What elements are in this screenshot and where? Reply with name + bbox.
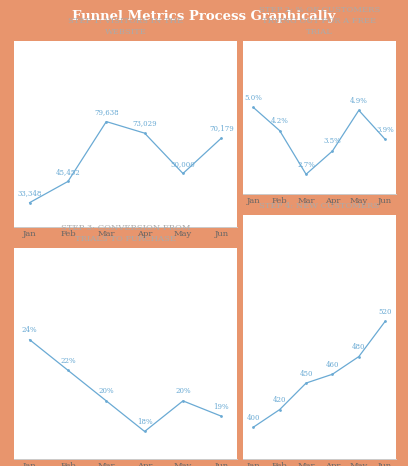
Text: 50,000: 50,000 [171, 160, 195, 168]
Text: 45,452: 45,452 [55, 168, 80, 176]
Text: 400: 400 [246, 414, 260, 422]
Text: 19%: 19% [213, 403, 229, 411]
Text: 450: 450 [299, 370, 313, 377]
Text: 480: 480 [352, 343, 366, 351]
Text: Funnel Metrics Process Graphically: Funnel Metrics Process Graphically [72, 10, 336, 23]
Text: 20%: 20% [98, 387, 114, 395]
Title: STEP 1: VISITORS IN THE
WEBSITE: STEP 1: VISITORS IN THE WEBSITE [68, 17, 183, 35]
Text: 18%: 18% [137, 418, 153, 426]
Title: STEP 4: NEW CUSTOMERS: STEP 4: NEW CUSTOMERS [259, 202, 379, 210]
Text: 5.0%: 5.0% [244, 94, 262, 102]
Text: 2.7%: 2.7% [297, 161, 315, 169]
Text: 22%: 22% [60, 357, 76, 365]
Text: 4.2%: 4.2% [271, 117, 288, 125]
Text: 3.5%: 3.5% [324, 137, 341, 145]
Text: 420: 420 [273, 396, 286, 404]
Text: 24%: 24% [22, 326, 38, 334]
Text: 4.9%: 4.9% [350, 97, 368, 105]
Text: 460: 460 [326, 361, 339, 369]
Text: 73,029: 73,029 [132, 120, 157, 128]
Text: 70,179: 70,179 [209, 124, 234, 133]
Title: STEP 3: CONVERSION FROM
TRIALS TO PURCHASE: STEP 3: CONVERSION FROM TRIALS TO PURCHA… [61, 224, 190, 243]
Text: 79,638: 79,638 [94, 108, 119, 116]
Text: 33,348: 33,348 [18, 189, 42, 197]
Text: 520: 520 [379, 308, 392, 315]
Title: STEP 2: % OF CUSTOMERS
TRYING OUT FOR A FREE
TRIAL: STEP 2: % OF CUSTOMERS TRYING OUT FOR A … [259, 6, 380, 35]
Text: 3.9%: 3.9% [376, 126, 394, 134]
Text: 20%: 20% [175, 387, 191, 395]
